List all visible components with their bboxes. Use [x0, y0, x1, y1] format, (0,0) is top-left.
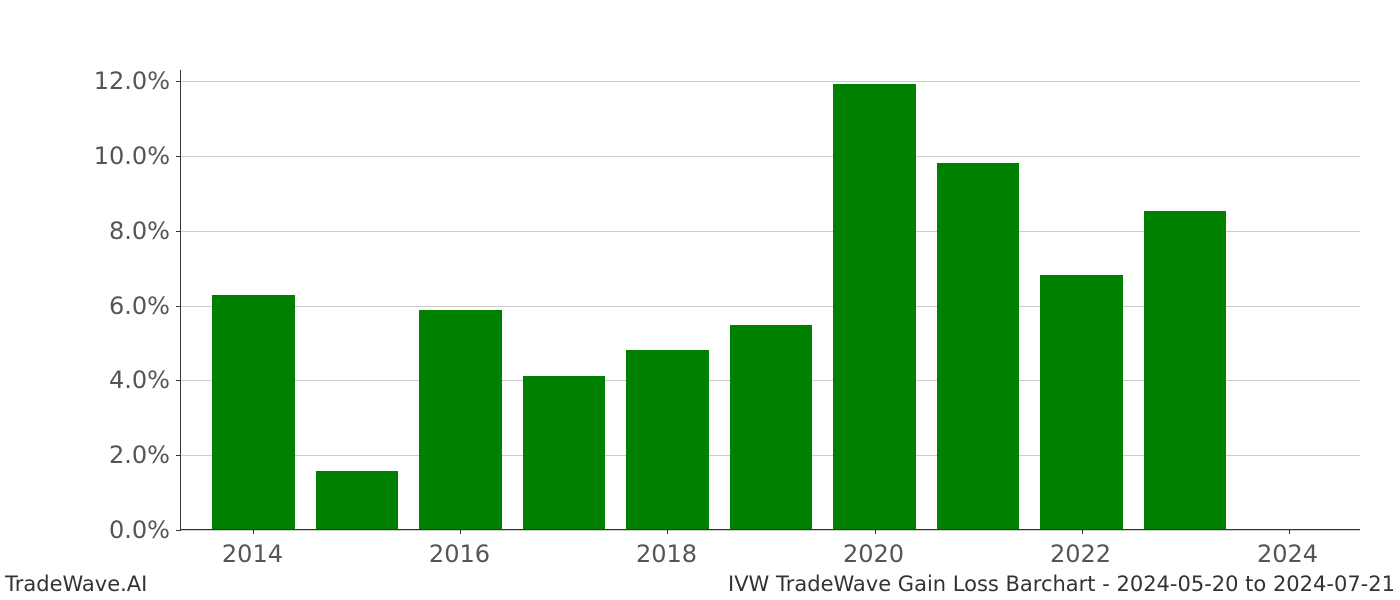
- xtick-mark: [460, 529, 461, 534]
- bar: [626, 350, 709, 530]
- bar: [833, 84, 916, 529]
- xtick-mark: [1082, 529, 1083, 534]
- gridline: [181, 81, 1360, 82]
- xtick-mark: [1289, 529, 1290, 534]
- ytick-mark: [176, 306, 181, 307]
- ytick-label: 10.0%: [94, 142, 170, 170]
- ytick-mark: [176, 156, 181, 157]
- bar: [1144, 211, 1227, 529]
- bar: [937, 163, 1020, 530]
- gridline: [181, 530, 1360, 531]
- xtick-mark: [667, 529, 668, 534]
- xtick-label: 2024: [1257, 540, 1318, 568]
- ytick-label: 2.0%: [109, 441, 170, 469]
- ytick-label: 8.0%: [109, 217, 170, 245]
- bar: [316, 471, 399, 529]
- ytick-mark: [176, 380, 181, 381]
- xtick-label: 2014: [222, 540, 283, 568]
- xtick-mark: [253, 529, 254, 534]
- ytick-mark: [176, 530, 181, 531]
- ytick-mark: [176, 81, 181, 82]
- ytick-label: 4.0%: [109, 366, 170, 394]
- xtick-label: 2016: [429, 540, 490, 568]
- ytick-label: 0.0%: [109, 516, 170, 544]
- plot-area: [180, 70, 1360, 530]
- ytick-label: 12.0%: [94, 67, 170, 95]
- xtick-label: 2022: [1050, 540, 1111, 568]
- ytick-label: 6.0%: [109, 292, 170, 320]
- bar: [523, 376, 606, 529]
- bar: [1040, 275, 1123, 529]
- bar: [212, 295, 295, 529]
- xtick-label: 2018: [636, 540, 697, 568]
- footer-right-text: IVW TradeWave Gain Loss Barchart - 2024-…: [728, 572, 1395, 596]
- ytick-mark: [176, 455, 181, 456]
- xtick-mark: [875, 529, 876, 534]
- chart-container: [180, 70, 1360, 530]
- ytick-mark: [176, 231, 181, 232]
- bar: [419, 310, 502, 529]
- bar: [730, 325, 813, 529]
- gridline: [181, 156, 1360, 157]
- footer-left-text: TradeWave.AI: [5, 572, 147, 596]
- xtick-label: 2020: [843, 540, 904, 568]
